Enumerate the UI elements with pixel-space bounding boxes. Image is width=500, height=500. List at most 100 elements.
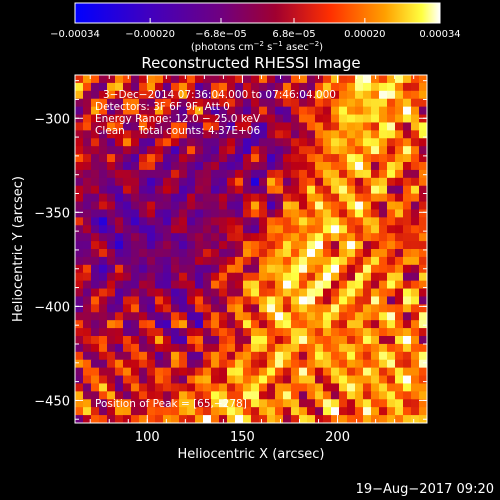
heatmap-cell — [315, 288, 324, 298]
heatmap-cell — [403, 272, 412, 282]
heatmap-cell — [419, 193, 427, 203]
heatmap-cell — [379, 320, 388, 329]
heatmap-cell — [235, 154, 244, 163]
heatmap-cell — [339, 249, 348, 258]
heatmap-cell — [195, 233, 204, 242]
heatmap-cell — [187, 391, 196, 400]
heatmap-cell — [171, 296, 180, 305]
heatmap-cell — [75, 90, 84, 100]
heatmap-cell — [195, 185, 204, 195]
heatmap-cell — [219, 312, 228, 321]
heatmap-cell — [411, 193, 420, 203]
heatmap-cell — [131, 162, 140, 171]
heatmap-cell — [227, 75, 236, 84]
heatmap-cell — [331, 193, 340, 203]
heatmap-cell — [315, 391, 324, 400]
heatmap-cell — [331, 343, 340, 353]
heatmap-cell — [355, 122, 364, 131]
heatmap-cell — [347, 90, 356, 100]
heatmap-cell — [91, 75, 100, 84]
heatmap-cell — [291, 122, 300, 131]
heatmap-cell — [267, 249, 276, 258]
heatmap-cell — [139, 130, 148, 139]
heatmap-cell — [179, 415, 188, 423]
heatmap-cell — [171, 162, 180, 171]
heatmap-cell — [195, 162, 204, 171]
chart-title: Reconstructed RHESSI Image — [141, 54, 360, 72]
heatmap-cell — [347, 82, 356, 92]
heatmap-cell — [131, 415, 140, 423]
heatmap-cell — [115, 233, 124, 242]
heatmap-cell — [339, 375, 348, 385]
heatmap-cell — [379, 130, 388, 139]
heatmap-cell — [131, 264, 140, 274]
heatmap-cell — [379, 241, 388, 250]
heatmap-cell — [251, 280, 260, 290]
heatmap-cell — [91, 280, 100, 290]
heatmap-cell — [195, 106, 204, 116]
heatmap-cell — [219, 288, 228, 298]
heatmap-cell — [115, 280, 124, 290]
heatmap-cell — [147, 383, 156, 392]
heatmap-cell — [139, 288, 148, 298]
heatmap-cell — [187, 154, 196, 163]
heatmap-cell — [187, 209, 196, 218]
heatmap-cell — [299, 169, 308, 179]
heatmap-cell — [259, 130, 268, 139]
heatmap-cell — [203, 399, 212, 408]
x-tick-label: 200 — [325, 430, 350, 445]
heatmap-cell — [235, 272, 244, 282]
heatmap-cell — [419, 304, 427, 313]
heatmap-cell — [147, 415, 156, 423]
heatmap-cell — [379, 146, 388, 155]
heatmap-cell — [363, 249, 372, 258]
heatmap-cell — [99, 162, 108, 171]
heatmap-cell — [307, 114, 316, 124]
heatmap-cell — [139, 90, 148, 100]
heatmap-cell — [131, 351, 140, 361]
heatmap-cell — [171, 407, 180, 416]
heatmap-cell — [91, 233, 100, 242]
heatmap-cell — [307, 82, 316, 92]
heatmap-cell — [411, 256, 420, 266]
heatmap-cell — [203, 138, 212, 147]
heatmap-cell — [267, 138, 276, 147]
heatmap-cell — [387, 359, 396, 369]
heatmap-cell — [107, 288, 116, 298]
heatmap-cell — [283, 217, 292, 226]
heatmap-cell — [315, 272, 324, 282]
heatmap-cell — [147, 359, 156, 369]
heatmap-cell — [195, 304, 204, 313]
heatmap-cell — [203, 201, 212, 211]
heatmap-cell — [187, 201, 196, 211]
heatmap-cell — [99, 154, 108, 163]
heatmap-cell — [371, 264, 380, 274]
heatmap-cell — [91, 169, 100, 179]
heatmap-cell — [219, 249, 228, 258]
heatmap-cell — [347, 154, 356, 163]
heatmap-cell — [387, 154, 396, 163]
heatmap-cell — [355, 114, 364, 124]
heatmap-cell — [211, 185, 220, 195]
heatmap-cell — [283, 320, 292, 329]
heatmap-cell — [195, 82, 204, 92]
heatmap-cell — [403, 367, 412, 377]
heatmap-cell — [403, 328, 412, 337]
heatmap-cell — [339, 351, 348, 361]
heatmap-cell — [219, 217, 228, 226]
heatmap-cell — [283, 351, 292, 361]
colorbar-tick-label: −6.8e−05 — [195, 29, 247, 40]
heatmap-cell — [187, 241, 196, 250]
heatmap-cell — [83, 185, 92, 195]
heatmap-cell — [91, 130, 100, 139]
heatmap-cell — [419, 256, 427, 266]
heatmap-cell — [419, 122, 427, 131]
heatmap-cell — [251, 336, 260, 345]
heatmap-cell — [371, 367, 380, 377]
heatmap-cell — [267, 154, 276, 163]
heatmap-cell — [187, 249, 196, 258]
heatmap-cell — [299, 225, 308, 234]
heatmap-cell — [235, 162, 244, 171]
heatmap-cell — [275, 328, 284, 337]
heatmap-cell — [235, 241, 244, 250]
